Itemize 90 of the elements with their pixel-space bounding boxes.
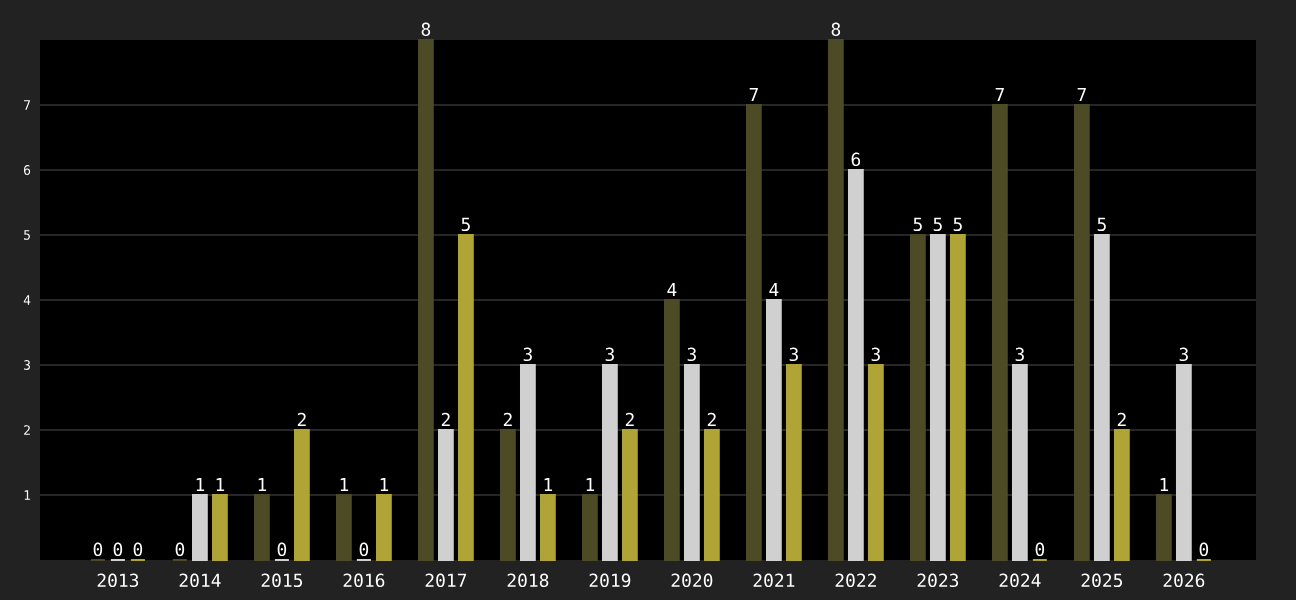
bar (499, 429, 516, 561)
data-label: 5 (933, 217, 942, 232)
data-label: 0 (113, 542, 123, 557)
bar (254, 494, 270, 561)
bar (1113, 429, 1130, 561)
bar (212, 494, 228, 561)
x-tick-label: 2018 (507, 573, 549, 588)
data-label: 0 (1199, 542, 1209, 557)
bar (437, 429, 454, 561)
data-label: 5 (953, 217, 962, 232)
data-label: 0 (359, 542, 369, 557)
x-tick-label: 2019 (589, 573, 631, 588)
bar (539, 494, 556, 561)
bar (1175, 364, 1192, 561)
x-tick-label: 2023 (917, 573, 959, 588)
data-label: 4 (667, 283, 677, 297)
data-label: 3 (605, 347, 614, 362)
data-label: 7 (995, 88, 1004, 102)
data-label: 1 (196, 478, 205, 492)
data-label: 5 (461, 217, 470, 232)
bar (683, 364, 700, 561)
data-label: 1 (1160, 478, 1169, 492)
data-label: 4 (769, 283, 779, 297)
data-label: 2 (503, 412, 512, 427)
data-label: 0 (93, 542, 103, 557)
bar (949, 234, 966, 561)
data-label: 3 (789, 347, 798, 362)
bar (621, 429, 638, 561)
x-tick-label: 2014 (179, 573, 221, 588)
data-label: 0 (1035, 542, 1045, 557)
bar (294, 429, 310, 561)
x-tick-label: 2015 (261, 573, 303, 588)
x-tick-label: 2022 (835, 573, 876, 588)
data-label: 1 (544, 478, 553, 492)
bar (703, 429, 720, 561)
bar (581, 494, 598, 561)
data-label: 5 (1097, 217, 1106, 232)
bar (1073, 104, 1090, 561)
bar (827, 39, 844, 561)
data-label: 7 (749, 88, 758, 102)
data-label: 7 (1077, 88, 1086, 102)
bar (417, 39, 434, 561)
data-label: 8 (831, 22, 841, 37)
bar (785, 364, 802, 561)
data-label: 0 (175, 542, 185, 557)
x-tick-label: 2024 (999, 573, 1041, 588)
data-label: 3 (687, 347, 696, 362)
data-label: 2 (297, 412, 306, 427)
data-label: 2 (707, 412, 716, 427)
bar (1155, 494, 1172, 561)
x-tick-label: 2025 (1081, 573, 1123, 588)
x-tick-label: 2021 (753, 573, 795, 588)
bar (457, 234, 474, 561)
data-label: 1 (216, 478, 225, 492)
data-label: 3 (1179, 347, 1188, 362)
bar (1011, 364, 1028, 561)
data-label: 1 (380, 478, 389, 492)
data-label: 0 (277, 542, 287, 557)
data-label: 6 (851, 152, 861, 167)
data-label: 8 (421, 22, 431, 37)
bar (765, 299, 782, 561)
data-label: 5 (913, 217, 922, 232)
x-tick-label: 2016 (343, 573, 385, 588)
x-tick-label: 2026 (1163, 573, 1205, 588)
bar (909, 234, 926, 561)
bar (601, 364, 618, 561)
bar (991, 104, 1008, 561)
bar (1093, 234, 1110, 561)
data-label: 3 (871, 347, 880, 362)
data-label: 1 (586, 478, 595, 492)
bar (336, 494, 352, 561)
x-tick-label: 2020 (671, 573, 713, 588)
data-label: 1 (258, 478, 267, 492)
x-tick-label: 2013 (97, 573, 139, 588)
bar (376, 494, 392, 561)
bar (745, 104, 762, 561)
data-label: 2 (441, 412, 450, 427)
bar (519, 364, 536, 561)
data-label: 1 (340, 478, 349, 492)
bar (663, 299, 680, 561)
x-tick-label: 2017 (425, 573, 467, 588)
bar (867, 364, 884, 561)
data-label: 3 (523, 347, 532, 362)
data-label: 3 (1015, 347, 1024, 362)
bar (192, 494, 208, 561)
bar (929, 234, 946, 561)
data-label: 0 (133, 542, 143, 557)
data-label: 2 (1117, 412, 1126, 427)
data-label: 2 (625, 412, 634, 427)
bar (847, 169, 864, 561)
